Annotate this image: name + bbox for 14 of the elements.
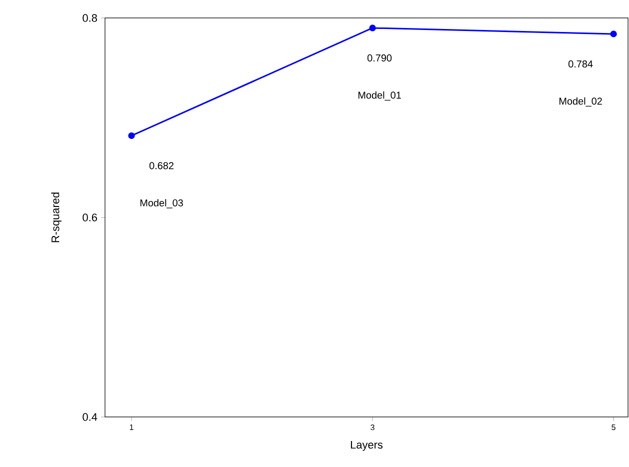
annotation: Model_02: [559, 97, 602, 107]
x-axis-title: Layers: [350, 440, 383, 451]
y-axis-title: R-squared: [51, 192, 62, 242]
point: [369, 24, 376, 32]
y-tick-label: 0.8: [82, 14, 98, 22]
data-label: 0.790: [367, 54, 392, 62]
data-label: 0.784: [568, 60, 593, 68]
y-tick-label: 0.6: [82, 214, 98, 222]
annotation: Model_03: [140, 199, 183, 208]
point: [128, 132, 135, 140]
data-label: 0.682: [149, 162, 174, 170]
y-tick-label: 0.4: [82, 413, 98, 421]
point: [610, 30, 617, 38]
annotation: Model_01: [358, 91, 401, 101]
